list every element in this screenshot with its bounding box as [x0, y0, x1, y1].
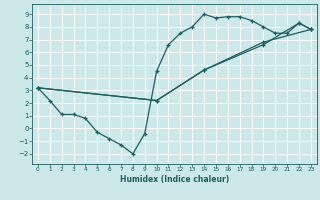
X-axis label: Humidex (Indice chaleur): Humidex (Indice chaleur): [120, 175, 229, 184]
